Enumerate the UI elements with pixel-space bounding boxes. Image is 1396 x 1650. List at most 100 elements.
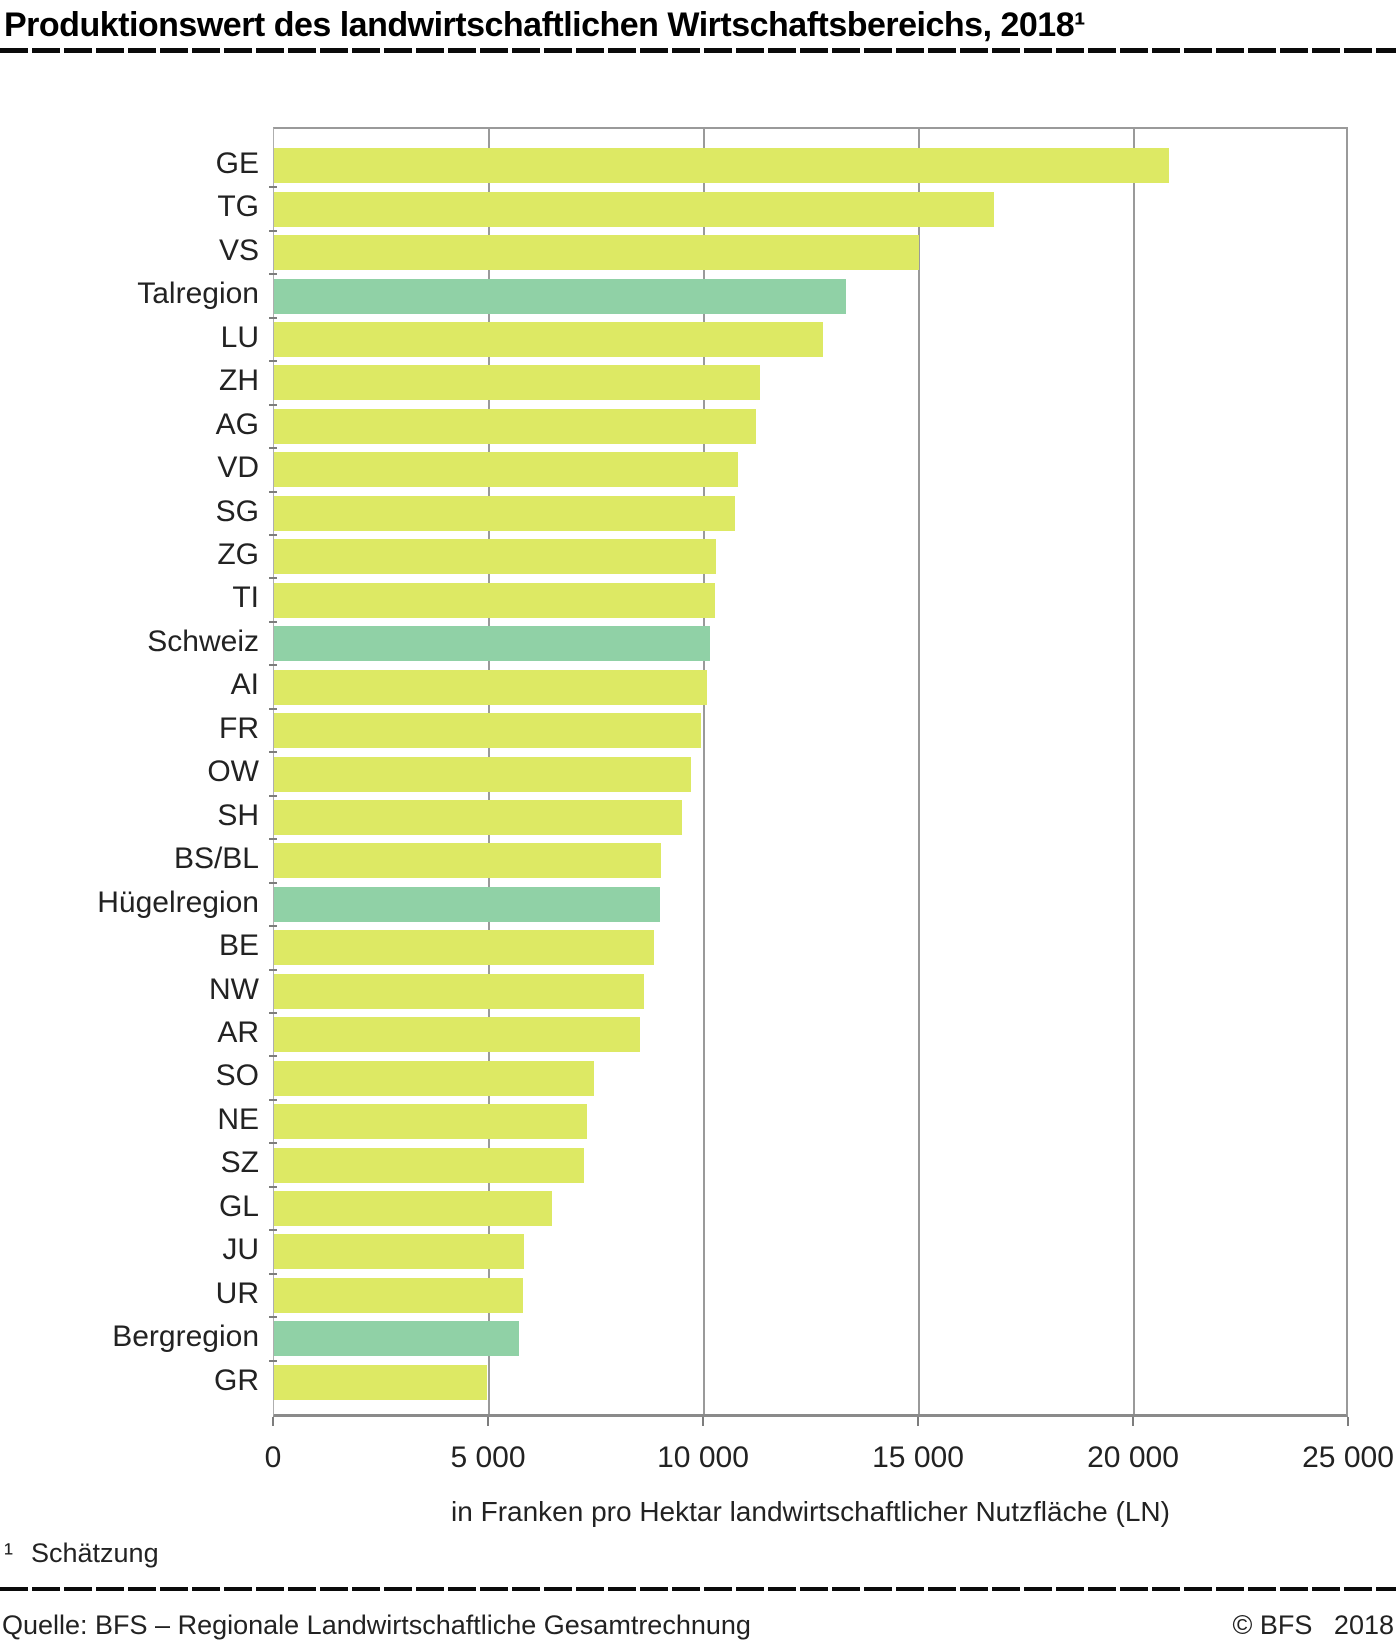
y-axis-label: Talregion xyxy=(137,277,259,311)
y-axis-tick xyxy=(269,447,277,450)
y-axis-labels: GE TG VS Talregion LU ZH AG VD SG ZG TI Schweiz AI FR… xyxy=(0,127,259,1417)
y-axis-label: JU xyxy=(222,1233,259,1267)
gridline xyxy=(703,129,705,1414)
y-axis-label: UR xyxy=(215,1276,259,1310)
y-axis-label: SG xyxy=(215,494,259,528)
y-axis-label: VS xyxy=(218,233,259,267)
y-axis-label: OW xyxy=(207,755,259,789)
y-axis-label: NE xyxy=(217,1102,259,1136)
y-axis-label: Hügelregion xyxy=(97,885,259,919)
y-axis-label: FR xyxy=(219,711,259,745)
copyright-text: © BFS xyxy=(1232,1610,1313,1640)
bar xyxy=(274,1147,585,1183)
source-text: Quelle: BFS – Regionale Landwirtschaftli… xyxy=(2,1610,751,1640)
y-axis-label: TG xyxy=(217,190,259,224)
y-axis-tick xyxy=(269,751,277,754)
footnote-marker: ¹ xyxy=(4,1538,13,1568)
y-axis-tick xyxy=(269,273,277,276)
y-axis-label: SZ xyxy=(220,1146,259,1180)
x-axis-tick-label: 5 000 xyxy=(450,1441,526,1474)
x-axis-title: in Franken pro Hektar landwirtschaftlich… xyxy=(451,1496,1170,1527)
chart-title: Produktionswert des landwirtschaftlichen… xyxy=(4,6,1085,44)
y-axis-label: BE xyxy=(218,929,259,963)
bar xyxy=(274,886,661,922)
bar xyxy=(274,756,692,792)
gridline xyxy=(918,129,920,1414)
y-axis-tick xyxy=(269,925,277,928)
y-axis-tick xyxy=(269,577,277,580)
bar xyxy=(274,452,738,488)
bar xyxy=(274,930,655,966)
bar xyxy=(274,191,995,227)
y-axis-tick xyxy=(269,1142,277,1145)
bar xyxy=(274,799,682,835)
y-axis-tick xyxy=(269,534,277,537)
y-axis-label: ZG xyxy=(217,538,259,572)
bar xyxy=(274,582,715,618)
bar xyxy=(274,365,761,401)
x-axis-tick xyxy=(702,1417,704,1426)
bar xyxy=(274,713,701,749)
y-axis-label: GR xyxy=(214,1363,259,1397)
y-axis-tick xyxy=(269,186,277,189)
footnote: ¹ Schätzung xyxy=(4,1538,159,1569)
y-axis-tick xyxy=(269,403,277,406)
plot-area xyxy=(269,127,1348,1417)
x-axis-tick-label: 0 xyxy=(264,1441,282,1474)
y-axis-label: GE xyxy=(215,147,259,180)
y-axis-label: GL xyxy=(218,1189,259,1223)
y-axis-tick xyxy=(269,490,277,493)
y-axis-tick xyxy=(269,316,277,319)
y-axis-label: AR xyxy=(217,1015,259,1049)
y-axis-tick xyxy=(269,968,277,971)
y-axis-label: VD xyxy=(217,451,259,485)
x-axis-tick-label: 15 000 xyxy=(872,1441,964,1474)
x-axis-tick-label: 10 000 xyxy=(657,1441,749,1474)
bar xyxy=(274,278,847,314)
y-axis-label: Bergregion xyxy=(112,1320,259,1354)
y-axis-tick xyxy=(269,1011,277,1014)
y-axis-tick xyxy=(269,838,277,841)
copyright: © BFS 2018 xyxy=(1233,1610,1395,1641)
y-axis-label: SH xyxy=(217,798,259,832)
bar xyxy=(274,1190,553,1226)
gridline xyxy=(1133,129,1135,1414)
bar xyxy=(274,843,661,879)
copyright-year: 2018 xyxy=(1333,1610,1394,1640)
y-axis-tick xyxy=(269,620,277,623)
bar xyxy=(274,539,717,575)
y-axis-label: LU xyxy=(220,320,259,354)
y-axis-label: SO xyxy=(215,1059,259,1093)
bar xyxy=(274,669,708,705)
bar xyxy=(274,1234,524,1270)
bar xyxy=(274,322,823,358)
bar xyxy=(274,1321,520,1357)
y-axis-tick xyxy=(269,1055,277,1058)
y-axis-tick xyxy=(269,881,277,884)
y-axis-tick xyxy=(269,664,277,667)
y-axis-tick xyxy=(269,360,277,363)
x-axis-tick xyxy=(1347,1417,1349,1426)
y-axis-tick xyxy=(269,1229,277,1232)
x-axis-tick xyxy=(917,1417,919,1426)
bar xyxy=(274,1277,523,1313)
y-axis-tick xyxy=(269,1098,277,1101)
y-axis-label: Schweiz xyxy=(147,624,259,658)
y-axis-tick xyxy=(269,707,277,710)
footer: Quelle: BFS – Regionale Landwirtschaftli… xyxy=(2,1610,1394,1641)
bar xyxy=(274,495,736,531)
y-axis-tick xyxy=(269,1316,277,1319)
y-axis-label: BS/BL xyxy=(173,842,259,876)
y-axis-tick xyxy=(269,1359,277,1362)
x-axis-tick xyxy=(1132,1417,1134,1426)
y-axis-label: AI xyxy=(230,668,259,702)
bar xyxy=(274,1104,587,1140)
y-axis-tick xyxy=(269,1185,277,1188)
bar xyxy=(274,1364,488,1400)
footer-rule xyxy=(0,1587,1396,1591)
bar xyxy=(274,1060,594,1096)
footnote-text: Schätzung xyxy=(31,1538,159,1568)
bar xyxy=(274,1017,641,1053)
bar xyxy=(274,408,757,444)
